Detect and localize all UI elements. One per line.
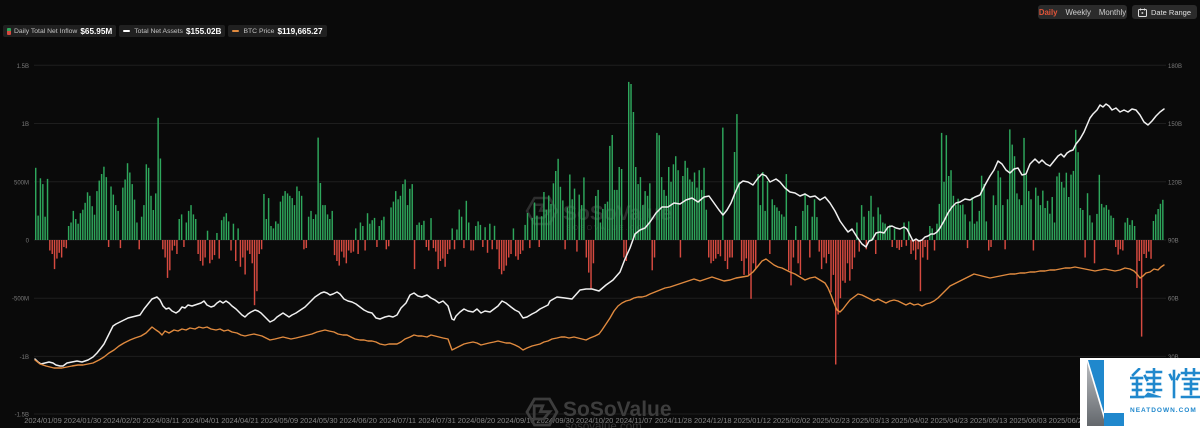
svg-text:2024/11/28: 2024/11/28 — [655, 416, 692, 425]
svg-text:2024/07/11: 2024/07/11 — [379, 416, 416, 425]
svg-text:2024/02/20: 2024/02/20 — [103, 416, 141, 425]
svg-text:2025/02/23: 2025/02/23 — [812, 416, 850, 425]
svg-text:-500M: -500M — [12, 297, 29, 303]
svg-text:-1.5B: -1.5B — [15, 413, 29, 419]
svg-text:2024/09/30: 2024/09/30 — [536, 416, 574, 425]
svg-text:2025/01/12: 2025/01/12 — [733, 416, 771, 425]
svg-text:60B: 60B — [1168, 297, 1179, 303]
svg-text:2024/05/09: 2024/05/09 — [261, 416, 299, 425]
svg-text:2024/12/18: 2024/12/18 — [694, 416, 732, 425]
svg-text:2024/01/09: 2024/01/09 — [24, 416, 62, 425]
svg-text:1.5B: 1.5B — [17, 64, 29, 70]
svg-text:2024/05/30: 2024/05/30 — [300, 416, 338, 425]
svg-text:2024/07/31: 2024/07/31 — [418, 416, 456, 425]
svg-text:2025/04/02: 2025/04/02 — [891, 416, 929, 425]
svg-text:1B: 1B — [22, 122, 29, 128]
svg-text:2025/04/23: 2025/04/23 — [930, 416, 968, 425]
svg-text:2024/03/11: 2024/03/11 — [143, 416, 180, 425]
svg-text:2024/08/20: 2024/08/20 — [458, 416, 496, 425]
svg-text:500M: 500M — [14, 180, 29, 186]
svg-text:2024/10/20: 2024/10/20 — [576, 416, 614, 425]
svg-text:0: 0 — [26, 239, 30, 245]
svg-text:2024/04/21: 2024/04/21 — [221, 416, 259, 425]
svg-text:-1B: -1B — [20, 355, 29, 361]
svg-text:sosovalue.com: sosovalue.com — [565, 421, 642, 428]
svg-text:2024/04/01: 2024/04/01 — [182, 416, 220, 425]
svg-text:2025/05/13: 2025/05/13 — [970, 416, 1008, 425]
svg-text:30B: 30B — [1168, 355, 1179, 361]
svg-text:SoSoValue: SoSoValue — [563, 398, 672, 421]
svg-text:2024/09/10: 2024/09/10 — [497, 416, 535, 425]
svg-text:2025/06/24: 2025/06/24 — [1049, 416, 1087, 425]
svg-text:120B: 120B — [1168, 180, 1182, 186]
svg-text:180B: 180B — [1168, 64, 1182, 70]
svg-text:90B: 90B — [1168, 239, 1179, 245]
svg-text:2024/01/30: 2024/01/30 — [64, 416, 102, 425]
svg-text:2025/06/03: 2025/06/03 — [1009, 416, 1047, 425]
svg-text:2024/06/20: 2024/06/20 — [339, 416, 377, 425]
svg-text:2025/02/02: 2025/02/02 — [773, 416, 811, 425]
svg-text:2024/11/07: 2024/11/07 — [616, 416, 653, 425]
svg-text:150B: 150B — [1168, 122, 1182, 128]
svg-text:2025/03/13: 2025/03/13 — [852, 416, 890, 425]
